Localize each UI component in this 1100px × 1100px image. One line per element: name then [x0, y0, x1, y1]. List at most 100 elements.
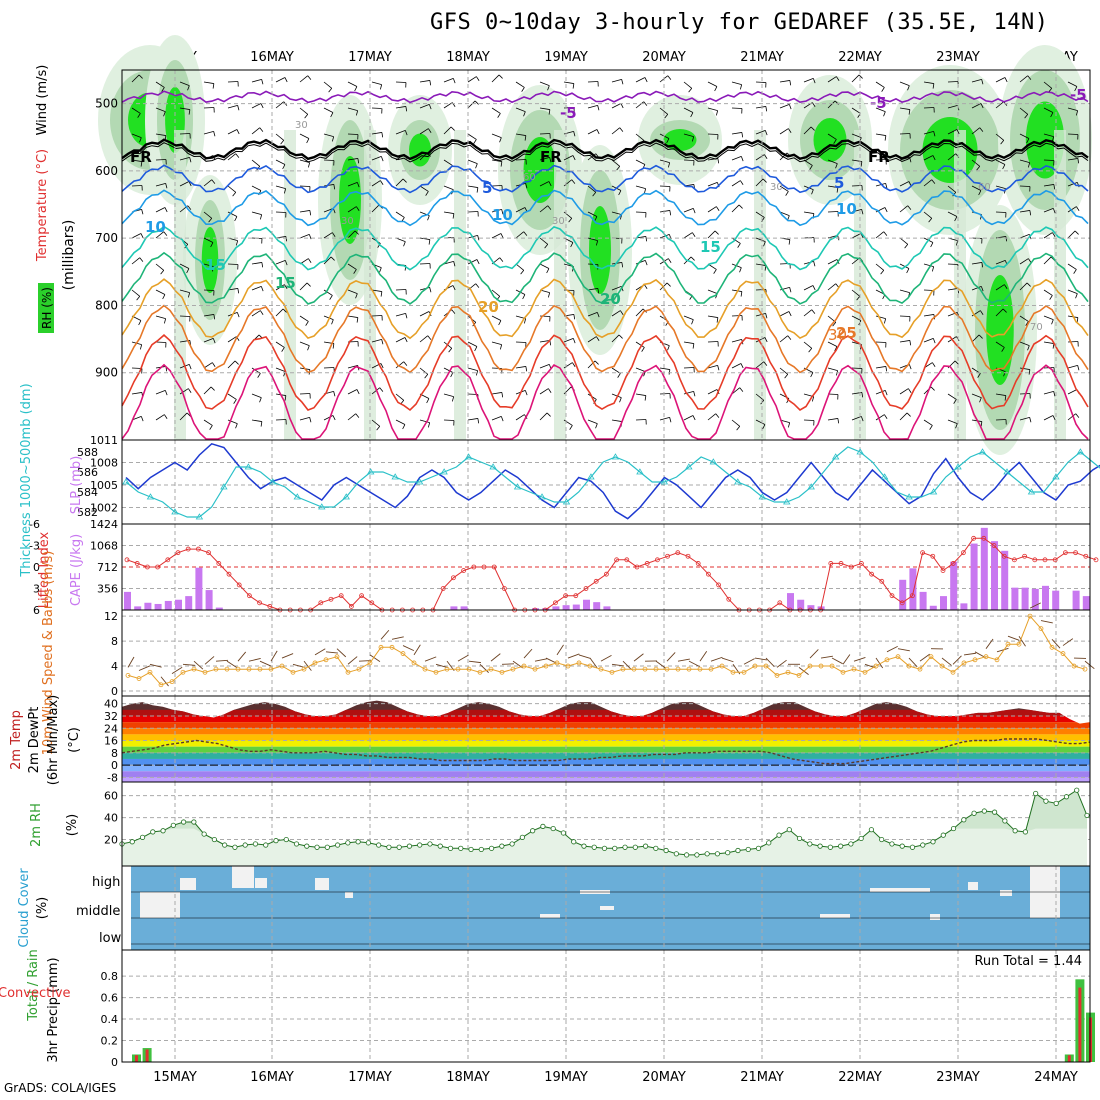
wind-barb [707, 182, 718, 187]
wind-barb-10m [149, 663, 162, 668]
pressure-tick: 700 [95, 231, 118, 245]
wind-barb [251, 419, 262, 422]
wind-speed-marker [895, 654, 901, 660]
wind-barb [931, 266, 935, 272]
rh-marker [488, 845, 495, 851]
lifted-index-marker [726, 596, 732, 602]
wind-speed-marker [213, 666, 219, 672]
wind-barb [544, 244, 549, 249]
wind-barb [347, 182, 358, 187]
wind-barb [1075, 293, 1078, 299]
wind-barb [1067, 107, 1078, 111]
pressure-tick: 800 [95, 298, 118, 312]
wind-barb [1067, 365, 1078, 369]
wind-barb [475, 283, 480, 288]
wind-barb [811, 396, 815, 402]
wind-barb [971, 103, 982, 109]
rh-marker [314, 844, 320, 850]
wind-barb [1067, 158, 1078, 161]
cape-bar [175, 599, 182, 610]
wind-barb [899, 107, 910, 110]
wind-speed-marker [1038, 626, 1044, 631]
wind-barb [332, 208, 336, 214]
wind-barb [740, 180, 744, 185]
wind-barb [788, 311, 792, 317]
wind-barb [884, 414, 888, 419]
wind-barb [683, 415, 694, 421]
rh-marker [560, 830, 567, 836]
wind-barb [611, 159, 621, 167]
wind-barb [827, 341, 838, 347]
wind-barb [275, 77, 286, 83]
rh-label: 60 [523, 172, 536, 183]
wind-barb [932, 362, 936, 367]
wind-barb [450, 126, 455, 131]
wind-barb [491, 74, 500, 83]
temp-band [122, 771, 1090, 778]
date-tick-bottom: 18MAY [446, 1070, 490, 1085]
cape-tick: 356 [97, 583, 118, 596]
cloud-cell [140, 892, 180, 918]
wind-barb [1043, 415, 1054, 421]
thickness-marker [440, 468, 448, 475]
wind-barb [809, 165, 813, 170]
wind-barb [284, 284, 288, 289]
wind-barb [883, 318, 887, 324]
wind-barb [452, 213, 455, 219]
wind-barb [587, 81, 599, 83]
wind-speed-marker [752, 663, 758, 669]
lifted-index-marker [940, 568, 946, 573]
wind-speed-marker [741, 669, 747, 675]
wind-barb [500, 233, 504, 239]
thickness-marker [367, 468, 375, 475]
cloud-unit-label: (%) [35, 897, 50, 920]
wind-barb [755, 419, 766, 425]
wind-barb-10m [886, 645, 898, 653]
wind-tick: 4 [111, 660, 118, 673]
wind-barb [635, 393, 646, 396]
wind-speed-marker [488, 666, 494, 672]
slp-tick: 1011 [90, 434, 118, 447]
wind-barb [659, 210, 670, 213]
wind-barb [803, 211, 814, 214]
rh-marker [838, 843, 844, 849]
slp-tick: 1005 [90, 479, 118, 492]
slp-tick: 1008 [90, 457, 118, 470]
wind-barb-10m [237, 651, 247, 662]
wind-barb [1029, 210, 1032, 216]
cape-bar [1042, 585, 1049, 610]
wind-barb [429, 80, 432, 86]
thickness-marker [734, 478, 742, 485]
wind-barb [475, 370, 479, 376]
wind-barb [539, 340, 550, 343]
temp-band [122, 709, 1090, 716]
wind-barb [155, 414, 165, 421]
wind-barb [669, 210, 672, 216]
wind-barb [155, 289, 166, 295]
wind-barb [731, 156, 742, 161]
li-tick: 6 [33, 604, 40, 617]
wind-barb [347, 263, 357, 270]
lifted-index-marker [338, 593, 344, 599]
wind-barb [587, 360, 596, 369]
wind-barb [635, 133, 645, 141]
wind-speed-marker [378, 644, 384, 650]
wind-barb [451, 309, 456, 314]
wind-barb [618, 190, 622, 196]
wind-barb [659, 107, 669, 115]
temp-tick: 0 [111, 759, 118, 772]
temp-tick: 40 [104, 698, 118, 711]
lifted-index-marker [583, 586, 589, 591]
wind-barb [971, 286, 982, 291]
lifted-index-marker [1052, 557, 1058, 563]
rh-marker [252, 841, 259, 847]
convective-bar [145, 1049, 149, 1062]
wind-barb [227, 393, 237, 400]
wind-speed-marker [1060, 651, 1066, 656]
cloud-cell [930, 914, 940, 920]
wind-barb [644, 77, 648, 83]
wind-barb [755, 263, 766, 266]
wind-barb-10m [677, 658, 690, 662]
total-rain-axis-label: Total / Rain [26, 949, 41, 1022]
wind-barb [932, 338, 936, 344]
